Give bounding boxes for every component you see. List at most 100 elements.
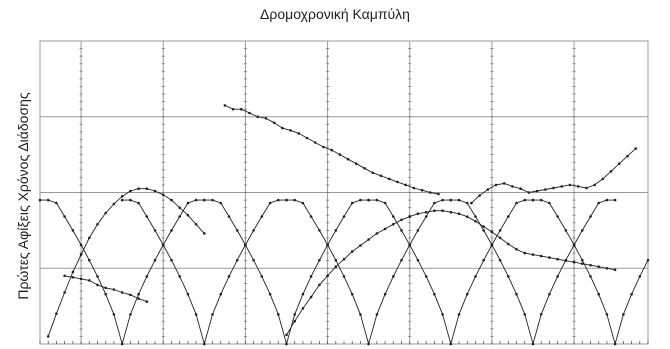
refraction-curve-5-point (511, 185, 514, 188)
refraction-curve-2-point (322, 145, 325, 149)
arrival-curve-2-point (178, 275, 181, 278)
arrival-curve-6-point (556, 275, 559, 278)
arrival-curve-4-point (416, 229, 420, 232)
arrival-curve-5-point (482, 258, 486, 262)
arrival-curve-1-point (112, 313, 116, 316)
arrival-curve-6-point (507, 275, 510, 278)
refraction-curve-2-point (281, 126, 284, 130)
arrival-curve-2-point (252, 229, 255, 232)
arrival-curve-2-line (122, 199, 287, 346)
refraction-curve-3-point (71, 276, 75, 279)
arrival-curve-4-point (301, 201, 305, 205)
arrival-curve-5-point (375, 198, 379, 202)
arrival-curve-3-point (293, 313, 297, 316)
arrival-curve-7-point (589, 275, 592, 278)
refraction-curve-2-point (338, 153, 342, 156)
refraction-curve-5-point (502, 182, 506, 185)
refraction-curve-5-point (568, 183, 572, 187)
arrival-curve-1-point (38, 198, 42, 202)
refraction-curve-3-point (104, 286, 107, 290)
refraction-curve-4-point (424, 210, 428, 214)
refraction-curve-2-point (346, 157, 350, 161)
arrival-curve-2-point (211, 313, 214, 316)
refraction-curve-2-point (429, 191, 432, 194)
arrival-curve-4-point (424, 215, 428, 218)
refraction-curve-1-point (153, 189, 157, 193)
refraction-curve-2-point (289, 129, 292, 132)
arrival-curve-3-point (350, 201, 354, 205)
arrival-curve-1-point (55, 201, 58, 205)
refraction-curve-5-point (609, 170, 613, 173)
arrival-curve-3-point (203, 198, 206, 202)
refraction-curve-5-point (634, 147, 637, 150)
arrival-curve-1-point (63, 215, 66, 218)
refraction-curve-4-point (457, 212, 461, 215)
arrival-curve-2-point (120, 198, 124, 202)
arrival-curve-3-point (252, 258, 255, 262)
refraction-curve-3-point (79, 277, 83, 281)
refraction-curve-2-point (248, 111, 251, 115)
arrival-curve-2-point (194, 313, 198, 316)
arrival-curve-6-point (449, 198, 453, 202)
arrival-curve-5-point (457, 313, 461, 316)
arrival-curve-6-point (605, 198, 609, 202)
refraction-curve-5-point (576, 185, 580, 188)
arrival-curve-6-point (548, 292, 551, 296)
refraction-curve-4-point (441, 209, 444, 212)
arrival-curve-3-point (244, 243, 247, 247)
arrival-curve-2-point (277, 198, 280, 202)
arrival-curve-2-point (260, 215, 264, 218)
refraction-curve-5-point (601, 177, 605, 181)
arrival-curve-5-point (441, 313, 444, 316)
arrival-curve-3-point (219, 201, 223, 205)
chart-title: Δρομοχρονική Καμπύλη (260, 6, 410, 22)
refraction-curve-4-point (375, 232, 379, 235)
refraction-curve-1-point (55, 312, 58, 316)
tick-marks (39, 48, 649, 345)
refraction-curve-4-point (490, 230, 494, 234)
refraction-curve-4-point (589, 263, 592, 267)
arrival-curve-4-point (326, 243, 329, 247)
arrival-curve-6-point (457, 198, 461, 202)
refraction-curve-2-point (420, 188, 424, 192)
arrival-curve-5-point (433, 292, 436, 296)
refraction-curve-5-point (593, 183, 596, 187)
arrival-curve-1-point (104, 292, 107, 296)
arrival-curve-5-point (523, 198, 527, 202)
arrival-curve-2-point (268, 201, 272, 205)
arrival-curve-1-point (178, 215, 181, 218)
arrival-curve-3-point (309, 275, 313, 278)
refraction-curve-5-point (626, 154, 629, 158)
refraction-curve-2-point (396, 180, 399, 184)
arrival-curve-1-point (79, 243, 83, 247)
arrival-curve-6-point (482, 229, 486, 232)
refraction-curve-1-point (71, 270, 75, 274)
refraction-curve-2-point (371, 171, 375, 175)
arrival-curve-3-point (359, 198, 362, 202)
refraction-curve-1-point (161, 193, 165, 197)
arrival-curve-5-point (465, 292, 469, 296)
refraction-curve-4-point (342, 257, 346, 261)
arrival-curve-1-point (194, 198, 198, 202)
arrival-curve-2-point (129, 198, 132, 202)
refraction-curve-5-point (617, 162, 621, 165)
refraction-curve-5-point (486, 188, 490, 191)
arrival-curve-5-point (498, 229, 502, 232)
arrival-curve-2-point (203, 342, 206, 346)
arrival-curve-4-point (293, 198, 297, 202)
refraction-curve-4-point (515, 248, 518, 251)
arrival-curve-7-point (531, 198, 535, 202)
refraction-curve-5-point (544, 188, 547, 191)
arrival-curve-5-point (424, 275, 428, 278)
refraction-curve-3-point (88, 279, 91, 282)
refraction-curve-4-point (613, 268, 617, 272)
refraction-curve-2-point (404, 183, 407, 187)
refraction-curve-2-point (223, 104, 227, 107)
arrival-curve-3-line (204, 199, 369, 346)
arrival-curve-2-point (145, 215, 149, 218)
arrival-curve-7-point (581, 258, 584, 262)
refraction-curve-4-point (539, 254, 543, 258)
refraction-curve-4-point (359, 244, 362, 247)
arrival-curve-1-point (170, 229, 173, 232)
grid (39, 40, 649, 345)
